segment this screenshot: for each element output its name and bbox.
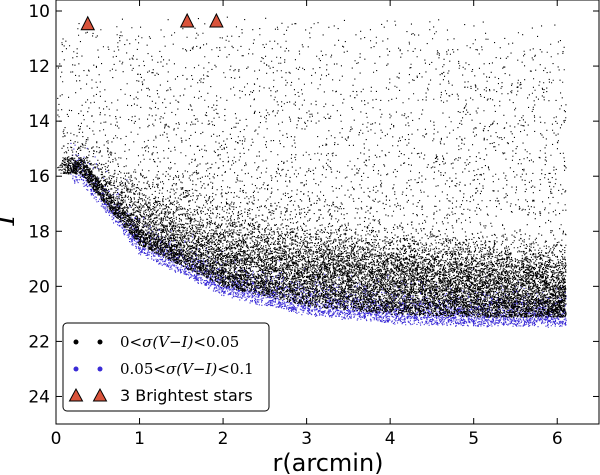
y-tick-label: 18	[28, 222, 50, 242]
x-axis-label: r(arcmin)	[272, 449, 383, 475]
legend-marker-blue-1	[73, 366, 79, 372]
legend-label-blue-tail: 0.1	[230, 360, 254, 378]
legend: 0<σ(V−I)<0.05 0.05<σ(V−I)<0.1 3 Brightes…	[62, 322, 270, 412]
y-tick-label: 10	[28, 2, 50, 22]
x-tick-label: 5	[468, 429, 479, 449]
legend-label-black-mid: <σ(V−I)<	[130, 333, 206, 351]
x-tick-label: 4	[385, 429, 396, 449]
x-tick-label: 2	[218, 429, 229, 449]
legend-label-black: 0<σ(V−I)<0.05	[120, 333, 239, 351]
legend-marker-black-2	[97, 339, 103, 345]
y-tick-label: 20	[28, 277, 50, 297]
series-black-points	[57, 16, 567, 318]
data-points-layer	[57, 16, 567, 328]
legend-label-black-tail: 0.05	[206, 333, 239, 351]
x-tick-label: 1	[134, 429, 145, 449]
legend-marker-black-1	[73, 339, 79, 345]
y-axis-label: I	[0, 214, 21, 227]
legend-label-triangle: 3 Brightest stars	[120, 386, 253, 405]
legend-label-black-lead: 0	[120, 333, 130, 351]
brightest-star-marker	[179, 12, 195, 28]
legend-marker-triangle-1	[68, 387, 84, 402]
y-tick-label: 22	[28, 332, 50, 352]
plot-frame	[55, 0, 600, 425]
legend-label-blue: 0.05<σ(V−I)<0.1	[120, 360, 254, 378]
legend-box	[62, 322, 270, 412]
x-tick-label: 0	[51, 429, 62, 449]
y-tick-label: 12	[28, 57, 50, 77]
x-tick-label: 3	[301, 429, 312, 449]
brightest-star-marker	[80, 15, 96, 31]
legend-marker-blue-2	[97, 366, 103, 372]
legend-marker-triangle-2	[92, 387, 108, 402]
legend-label-blue-lead: 0.05	[120, 360, 153, 378]
y-tick-label: 14	[28, 112, 50, 132]
y-tick-label: 24	[28, 387, 50, 407]
x-tick-label: 6	[552, 429, 563, 449]
y-tick-label: 16	[28, 167, 50, 187]
brightest-star-marker	[209, 12, 224, 28]
brightest-stars-layer	[80, 12, 224, 31]
legend-label-blue-mid: <σ(V−I)<	[153, 360, 229, 378]
